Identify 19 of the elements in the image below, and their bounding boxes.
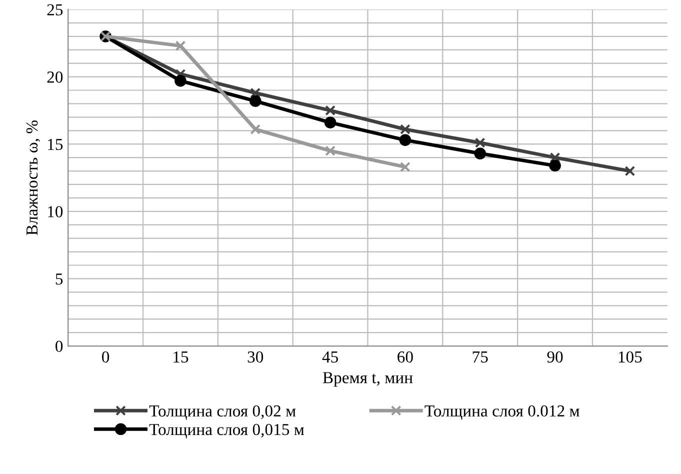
- y-tick-label: 0: [56, 340, 63, 352]
- x-tick-label: 15: [174, 351, 188, 363]
- x-tick-label: 105: [618, 351, 642, 363]
- x-tick-label: 60: [398, 351, 413, 363]
- legend-label: Толщина слоя 0,02 м: [149, 405, 296, 420]
- y-tick-label: 5: [56, 274, 63, 285]
- y-axis-title: Влажность ω, %: [26, 120, 40, 236]
- legend-label: Толщина слоя 0.012 м: [424, 405, 580, 420]
- x-tick-label: 0: [102, 351, 110, 363]
- x-axis-title: Время t, мин: [322, 372, 413, 387]
- y-tick-label: 20: [47, 71, 63, 83]
- x-tick-label: 75: [472, 352, 488, 363]
- y-tick-label: 25: [47, 4, 63, 16]
- legend-label: Толщина слоя 0,015 м: [149, 424, 304, 438]
- x-tick-label: 30: [248, 351, 264, 363]
- x-tick-label: 45: [322, 351, 338, 363]
- y-tick-label: 15: [48, 138, 63, 150]
- x-tick-label: 90: [547, 351, 563, 363]
- y-tick-label: 10: [48, 206, 63, 218]
